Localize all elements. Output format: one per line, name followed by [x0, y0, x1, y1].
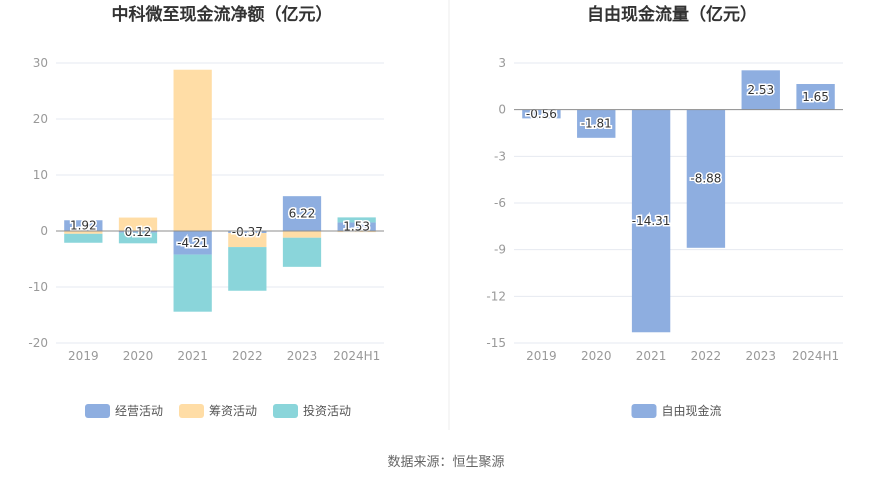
chart1-bar-3: [228, 247, 267, 291]
chart2-x-tick-label: 2021: [636, 349, 667, 363]
chart1-data-label: 6.22: [289, 207, 316, 221]
chart1-legend-label-3: 投资活动: [303, 403, 351, 418]
chart1-data-label: -0.37: [232, 225, 263, 239]
chart1-legend-swatch-2: [179, 404, 204, 418]
chart1-y-tick-label: -10: [28, 280, 48, 294]
chart1-y-tick-label: 10: [33, 168, 48, 182]
chart2-x-tick-label: 2020: [581, 349, 612, 363]
chart2-data-label: -14.31: [632, 214, 671, 228]
chart2-y-tick-label: -12: [486, 289, 506, 303]
chart1-data-label: -4.21: [177, 236, 208, 250]
chart2-bar-1: [796, 84, 835, 110]
chart1-y-tick-label: 0: [40, 224, 48, 238]
chart2-data-label: -8.88: [690, 172, 721, 186]
chart2-legend-swatch-1: [631, 404, 657, 418]
chart2-y-tick-label: -3: [494, 149, 506, 163]
chart2-x-tick-label: 2024H1: [792, 349, 839, 363]
chart1-bar-2: [337, 231, 376, 233]
chart2-y-tick-label: 3: [498, 56, 506, 70]
chart1-data-label: 1.92: [70, 219, 97, 233]
chart1-x-tick-label: 2021: [177, 349, 208, 363]
chart2-y-tick-label: -15: [486, 336, 506, 350]
chart1-bar-3: [64, 233, 103, 243]
chart1-x-tick-label: 2020: [123, 349, 154, 363]
chart1-bar-3: [173, 254, 212, 312]
chart1-title: 中科微至现金流净额（亿元）: [112, 4, 333, 25]
chart1-bar-1: [118, 231, 158, 233]
chart1-legend-swatch-1: [85, 404, 110, 418]
chart1-bar-1: [173, 231, 212, 255]
chart1-bar-1: [337, 222, 376, 231]
chart1-bar-2: [118, 217, 158, 231]
chart1-data-label: 0.12: [125, 225, 152, 239]
chart2-bar-1: [522, 109, 561, 119]
chart1-legend-label-2: 筹资活动: [209, 404, 257, 418]
chart2-data-label: -0.56: [526, 107, 557, 121]
chart2-x-tick-label: 2019: [526, 349, 557, 363]
chart2-y-tick-label: -9: [494, 243, 506, 257]
chart2-bar-1: [577, 109, 616, 138]
chart2-bar-1: [686, 109, 726, 248]
chart1-bar-1: [282, 196, 322, 231]
chart2-data-label: -1.81: [581, 117, 612, 131]
chart2-data-label: 1.65: [802, 90, 829, 104]
chart1-bar-1: [228, 231, 267, 234]
chart1-bar-3: [118, 232, 158, 244]
chart2-y-tick-label: -6: [494, 196, 506, 210]
chart1-bar-1: [64, 220, 103, 231]
chart1-bar-2: [64, 231, 103, 234]
chart1-data-label: 1.53: [343, 220, 370, 234]
chart1-y-tick-label: 20: [33, 112, 48, 126]
chart2-legend-label-1: 自由现金流: [662, 403, 722, 418]
chart1-x-tick-label: 2019: [68, 349, 99, 363]
chart2-y-tick-label: 0: [498, 103, 506, 117]
chart2-bar-1: [631, 109, 671, 333]
chart1-x-tick-label: 2024H1: [333, 349, 380, 363]
chart1-bar-3: [282, 237, 322, 267]
chart1-bar-2: [228, 233, 267, 248]
chart1-y-tick-label: 30: [33, 56, 48, 70]
chart1-legend-swatch-3: [273, 404, 298, 418]
chart1-y-tick-label: -20: [28, 336, 48, 350]
chart2-data-label: 2.53: [747, 83, 774, 97]
chart1-x-tick-label: 2023: [287, 349, 318, 363]
chart1-bar-2: [282, 231, 322, 238]
chart1-bar-2: [173, 69, 212, 231]
chart1-legend-label-1: 经营活动: [115, 404, 163, 418]
chart2-x-tick-label: 2023: [745, 349, 776, 363]
chart2-bar-1: [741, 70, 780, 110]
chart2-title: 自由现金流量（亿元）: [587, 4, 757, 25]
chart2-x-tick-label: 2022: [691, 349, 722, 363]
chart1-bar-3: [337, 217, 376, 223]
source-text: 数据来源：恒生聚源: [387, 455, 504, 470]
chart1-x-tick-label: 2022: [232, 349, 263, 363]
